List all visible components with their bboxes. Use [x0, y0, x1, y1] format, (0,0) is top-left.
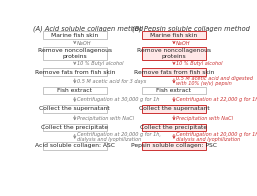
Text: Centrifugation at 22,000 g for 1h: Centrifugation at 22,000 g for 1h: [176, 97, 257, 102]
Text: (B) Pepsin soluble collagen method: (B) Pepsin soluble collagen method: [132, 26, 250, 33]
Bar: [142, 47, 206, 60]
Text: Precipitation with NaCl: Precipitation with NaCl: [77, 116, 134, 121]
Bar: [43, 124, 106, 131]
Text: 10 % Butyl alcohol: 10 % Butyl alcohol: [77, 61, 124, 66]
Text: Remove fats from fish skin: Remove fats from fish skin: [134, 70, 214, 74]
Text: Fish extract: Fish extract: [57, 88, 92, 93]
Text: Collect the supernatant: Collect the supernatant: [139, 106, 209, 112]
Bar: [43, 142, 106, 150]
Text: Centrifugation at 20,000 g for 1h,
dialysis and lyophilization: Centrifugation at 20,000 g for 1h, dialy…: [77, 132, 161, 142]
Text: NaOH: NaOH: [77, 41, 91, 46]
Text: Collect the precipitate: Collect the precipitate: [140, 125, 207, 130]
Text: 10 % Butyl alcohol: 10 % Butyl alcohol: [176, 61, 223, 66]
Text: 0.5 M acetic acid and digested
with 10% (w/v) pepsin: 0.5 M acetic acid and digested with 10% …: [176, 76, 253, 86]
Text: Collect the precipitate: Collect the precipitate: [41, 125, 108, 130]
Text: Remove noncollagenous
proteins: Remove noncollagenous proteins: [137, 48, 211, 59]
Bar: [142, 105, 206, 113]
Text: Remove fats from fish skin: Remove fats from fish skin: [34, 70, 115, 74]
Bar: [43, 47, 106, 60]
Bar: [43, 87, 106, 94]
Bar: [43, 105, 106, 113]
Text: Acid soluble collagen: ASC: Acid soluble collagen: ASC: [35, 143, 115, 148]
Text: Centrifugation at 20,000 g for 1h,
dialysis and lyophilization: Centrifugation at 20,000 g for 1h, dialy…: [176, 132, 257, 142]
Bar: [43, 31, 106, 39]
Text: Collect the supernatant: Collect the supernatant: [39, 106, 110, 112]
Text: Centrifugation at 30,000 g for 1h: Centrifugation at 30,000 g for 1h: [77, 97, 159, 102]
Text: Remove noncollagenous
proteins: Remove noncollagenous proteins: [38, 48, 112, 59]
Text: (A) Acid soluble collagen method: (A) Acid soluble collagen method: [33, 26, 143, 33]
Bar: [142, 68, 206, 76]
Text: Fish extract: Fish extract: [157, 88, 191, 93]
Bar: [43, 68, 106, 76]
Text: Precipitation with NaCl: Precipitation with NaCl: [176, 116, 233, 121]
Bar: [142, 87, 206, 94]
Bar: [142, 142, 206, 150]
Text: 0.5 M acetic acid for 3 days: 0.5 M acetic acid for 3 days: [77, 79, 146, 84]
Text: Marine fish skin: Marine fish skin: [150, 33, 198, 38]
Bar: [142, 31, 206, 39]
Text: Marine fish skin: Marine fish skin: [51, 33, 98, 38]
Text: NaOH: NaOH: [176, 41, 191, 46]
Bar: [142, 124, 206, 131]
Text: Pepsin soluble collagen: PSC: Pepsin soluble collagen: PSC: [131, 143, 217, 148]
